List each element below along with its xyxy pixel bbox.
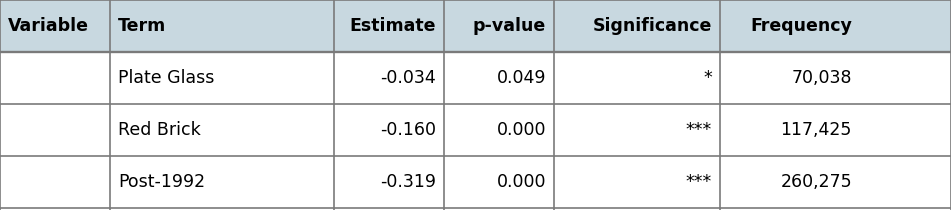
Text: 0.049: 0.049 [496,69,546,87]
Text: ***: *** [686,173,712,191]
Bar [0,52,951,104]
Bar [0,156,951,208]
Text: Post-1992: Post-1992 [118,173,205,191]
Text: 0.000: 0.000 [496,173,546,191]
Text: *: * [703,69,712,87]
Text: Term: Term [118,17,166,35]
Text: Plate Glass: Plate Glass [118,69,214,87]
Text: Frequency: Frequency [750,17,852,35]
Text: 70,038: 70,038 [791,69,852,87]
Text: -0.160: -0.160 [380,121,436,139]
Text: 117,425: 117,425 [781,121,852,139]
Text: Variable: Variable [8,17,89,35]
Text: -0.319: -0.319 [380,173,436,191]
Text: -0.034: -0.034 [380,69,436,87]
Text: p-value: p-value [473,17,546,35]
Text: 0.000: 0.000 [496,121,546,139]
Bar [0,0,951,52]
Text: Significance: Significance [592,17,712,35]
Text: Red Brick: Red Brick [118,121,201,139]
Text: 260,275: 260,275 [781,173,852,191]
Text: ***: *** [686,121,712,139]
Bar [0,104,951,156]
Text: Estimate: Estimate [350,17,436,35]
